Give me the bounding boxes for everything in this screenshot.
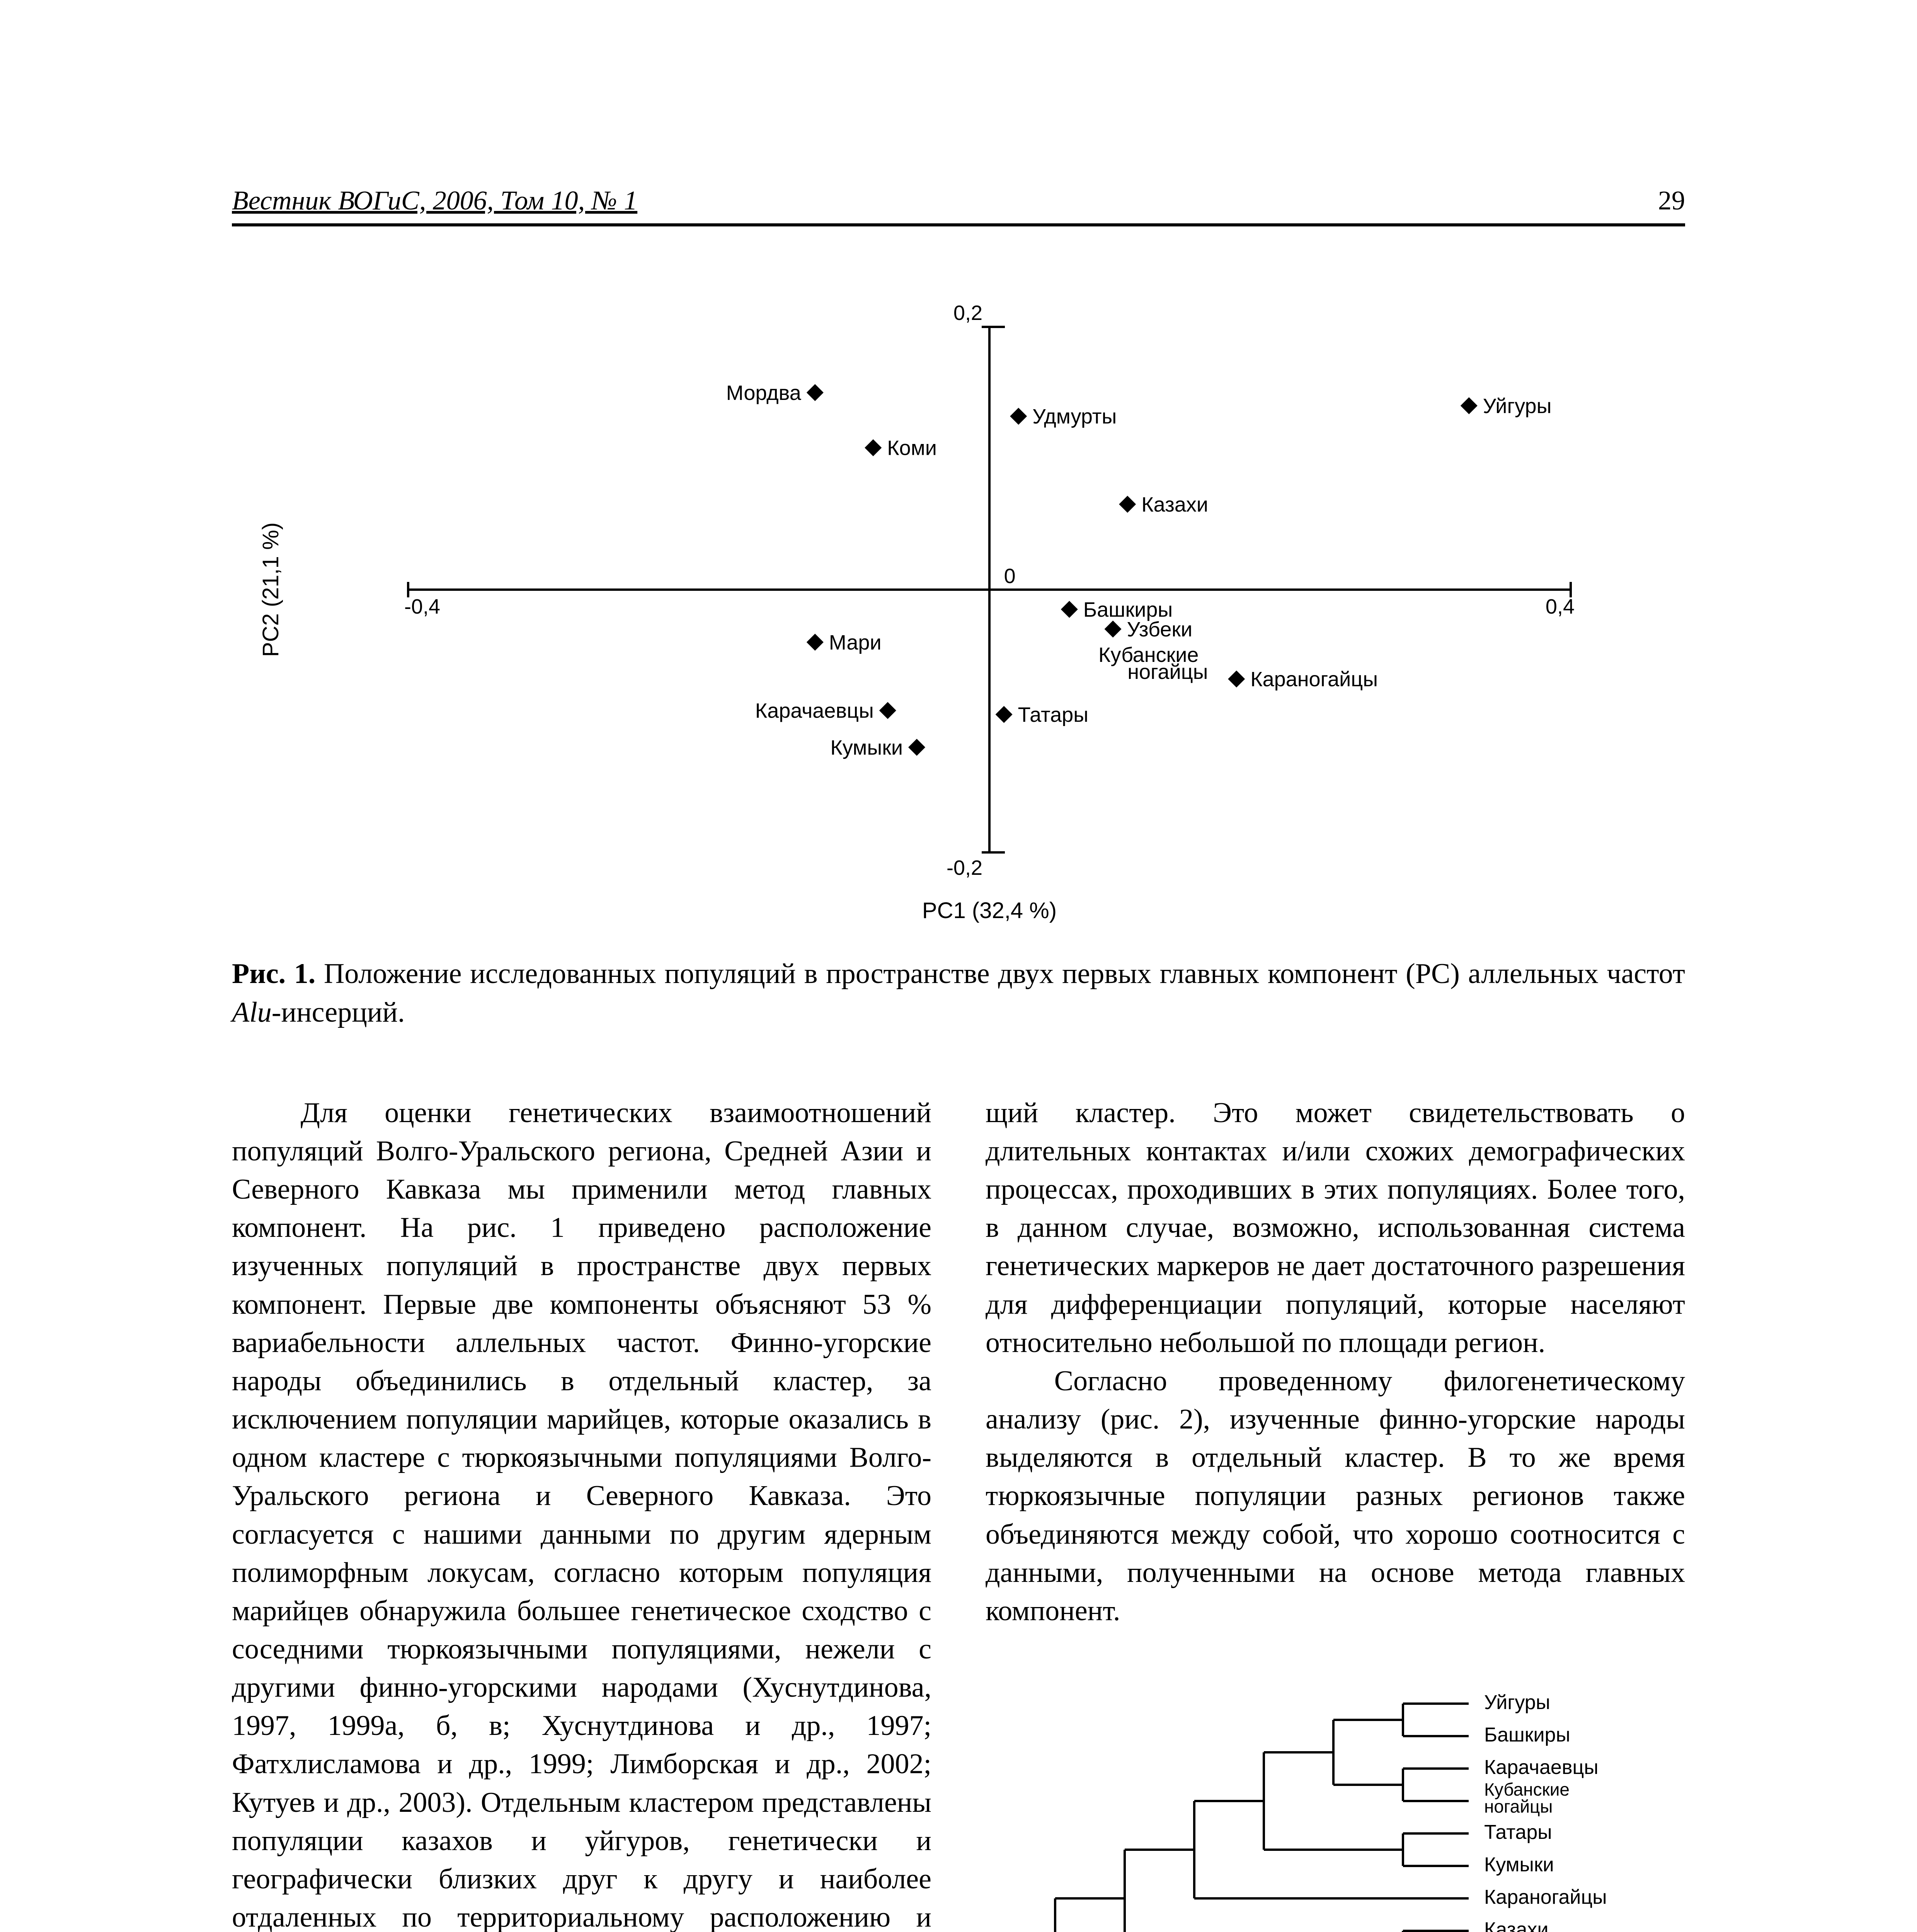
svg-text:Кумыки: Кумыки: [1484, 1854, 1554, 1876]
svg-text:-0,4: -0,4: [404, 595, 440, 618]
figure-1: 0,2 -0,2 -0,4 0,4 PC1 (32,4 %) PC2 (21,1 %) Мо…: [232, 273, 1685, 1032]
svg-text:0,2: 0,2: [953, 301, 982, 325]
svg-text:Караногайцы: Караногайцы: [1250, 668, 1378, 691]
figure-1-caption: Рис. 1. Положение исследованных популяци…: [232, 955, 1685, 1032]
figure-1-caption-italic: Alu: [232, 997, 272, 1028]
svg-text:Коми: Коми: [887, 437, 937, 460]
svg-text:Уйгуры: Уйгуры: [1484, 1691, 1550, 1714]
svg-text:Казахи: Казахи: [1141, 493, 1208, 516]
svg-text:Башкиры: Башкиры: [1484, 1724, 1570, 1746]
svg-text:ногайцы: ногайцы: [1127, 660, 1208, 684]
svg-text:Удмурты: Удмурты: [1032, 405, 1117, 428]
svg-text:Татары: Татары: [1018, 703, 1088, 726]
figure-1-caption-text-a: Положение исследованных популяций в прос…: [315, 958, 1685, 990]
svg-text:-0,2: -0,2: [947, 856, 982, 879]
scatter-pc-plot: 0,2 -0,2 -0,4 0,4 PC1 (32,4 %) PC2 (21,1 %) Мо…: [232, 273, 1685, 930]
svg-text:Уйгуры: Уйгуры: [1483, 395, 1552, 418]
svg-text:Мари: Мари: [829, 631, 882, 654]
svg-text:Узбеки: Узбеки: [1127, 618, 1193, 641]
svg-text:0,4: 0,4: [1546, 595, 1575, 618]
left-column: Для оценки генетических взаимоотношений …: [232, 1094, 931, 1932]
journal-title: Вестник ВОГиС, 2006, Том 10, № 1: [232, 185, 637, 216]
svg-text:Мордва: Мордва: [726, 381, 802, 405]
body-paragraph: Для оценки генетических взаимоотношений …: [232, 1094, 931, 1932]
body-columns: Для оценки генетических взаимоотношений …: [232, 1094, 1685, 1932]
figure-2: УйгурыБашкирыКарачаевцыКубанскиеногайцыТ…: [986, 1677, 1685, 1932]
svg-text:Карачаевцы: Карачаевцы: [1484, 1756, 1599, 1779]
svg-text:Караногайцы: Караногайцы: [1484, 1886, 1607, 1908]
body-paragraph: щий кластер. Это может свидетельствовать…: [986, 1094, 1685, 1362]
svg-text:Карачаевцы: Карачаевцы: [755, 699, 874, 723]
svg-text:Кумыки: Кумыки: [830, 736, 903, 759]
svg-text:PC1 (32,4 %): PC1 (32,4 %): [922, 898, 1057, 923]
svg-text:Татары: Татары: [1484, 1821, 1552, 1844]
right-column: щий кластер. Это может свидетельствовать…: [986, 1094, 1685, 1932]
figure-1-label: Рис. 1.: [232, 958, 315, 990]
page-number: 29: [1658, 185, 1685, 216]
figure-1-caption-text-b: -инсерций.: [272, 997, 405, 1028]
svg-text:Казахи: Казахи: [1484, 1918, 1548, 1932]
dendrogram: УйгурыБашкирыКарачаевцыКубанскиеногайцыТ…: [986, 1677, 1681, 1932]
svg-text:ногайцы: ногайцы: [1484, 1796, 1553, 1816]
body-paragraph: Согласно проведенному филогенетическому …: [986, 1362, 1685, 1630]
svg-text:0: 0: [1004, 565, 1016, 588]
running-header: Вестник ВОГиС, 2006, Том 10, № 1 29: [232, 185, 1685, 226]
svg-text:PC2 (21,1 %): PC2 (21,1 %): [258, 522, 283, 657]
